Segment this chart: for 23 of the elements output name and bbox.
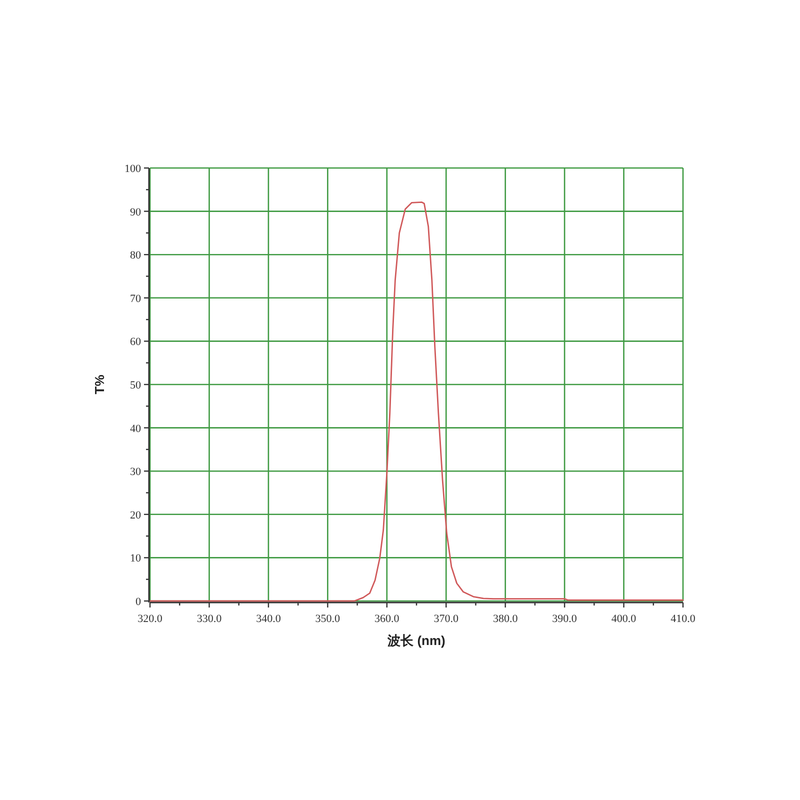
y-tick-label: 90: [130, 206, 142, 218]
y-tick-label: 10: [130, 552, 142, 565]
y-tick-label: 100: [124, 163, 142, 175]
y-tick-label: 70: [130, 292, 142, 305]
x-tick-label: 410.0: [670, 613, 696, 625]
x-tick-label: 320.0: [138, 613, 163, 625]
x-tick-label: 370.0: [434, 613, 459, 625]
x-tick-label: 350.0: [315, 613, 341, 625]
y-tick-label: 50: [130, 380, 142, 392]
x-tick-label: 400.0: [611, 613, 637, 625]
y-tick-label: 40: [130, 422, 142, 435]
y-axis-title: T%: [92, 374, 107, 394]
x-axis-title: 波长 (nm): [386, 633, 446, 648]
x-tick-label: 340.0: [256, 613, 282, 625]
y-tick-label: 20: [130, 509, 142, 522]
y-tick-label: 30: [130, 466, 142, 478]
y-tick-label: 80: [130, 250, 142, 262]
x-tick-label: 360.0: [374, 613, 400, 625]
y-tick-label: 60: [130, 336, 142, 348]
y-tick-label: 0: [136, 596, 142, 608]
x-tick-label: 380.0: [492, 613, 518, 625]
x-tick-label: 390.0: [552, 613, 578, 625]
x-tick-label: 330.0: [196, 613, 222, 625]
